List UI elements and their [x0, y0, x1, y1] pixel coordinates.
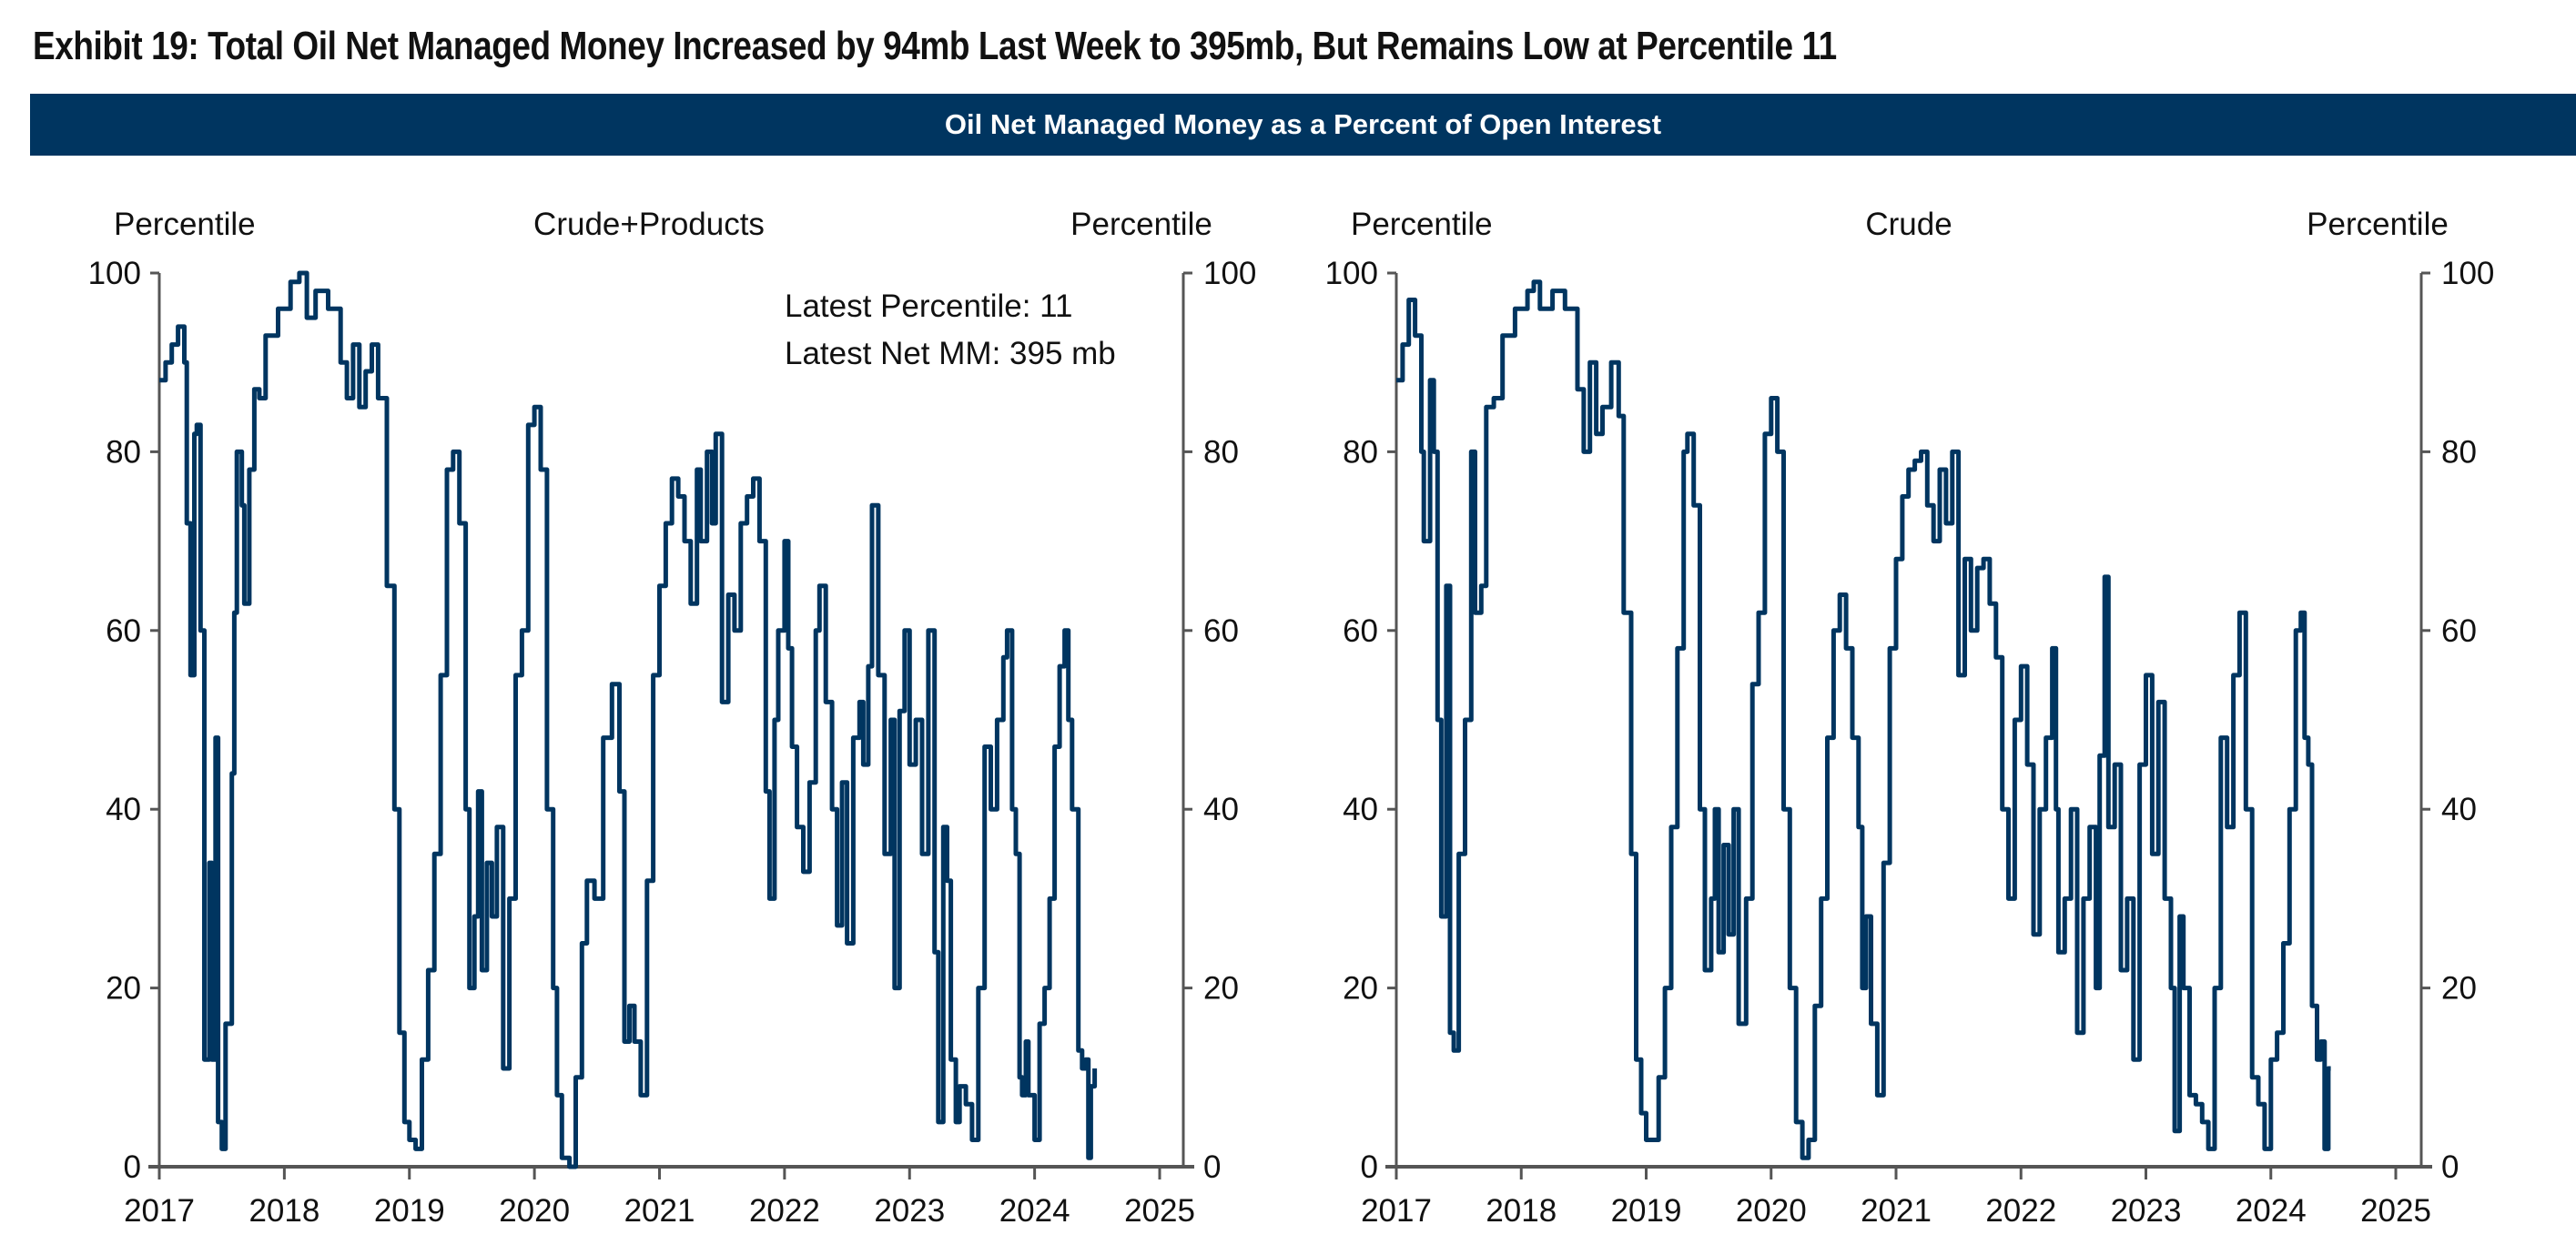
x-tick-label: 2019 [374, 1193, 445, 1229]
x-tick-label: 2018 [1486, 1193, 1557, 1229]
x-tick-label: 2017 [1361, 1193, 1432, 1229]
x-tick-label: 2022 [749, 1193, 820, 1229]
y-tick-label-left: 40 [106, 792, 141, 827]
x-tick-label: 2019 [1611, 1193, 1682, 1229]
chart-title: Crude+Products [533, 207, 765, 242]
y-tick-label-left: 40 [1343, 792, 1378, 827]
y-tick-label-left: 80 [106, 434, 141, 470]
series-line-crude [1396, 279, 2331, 1160]
x-tick-label: 2025 [1124, 1193, 1195, 1229]
x-tick-label: 2017 [124, 1193, 195, 1229]
banner-title: Oil Net Managed Money as a Percent of Op… [944, 108, 1662, 140]
y-tick-label-left: 60 [106, 613, 141, 649]
x-tick-label: 2023 [874, 1193, 945, 1229]
x-tick-label: 2023 [2111, 1193, 2182, 1229]
right-axis-label: Percentile [1070, 207, 1212, 242]
y-tick-label-right: 100 [2441, 256, 2494, 291]
annotation-text: Latest Net MM: 395 mb [785, 336, 1116, 371]
y-tick-label-right: 60 [2441, 613, 2477, 649]
x-tick-label: 2021 [624, 1193, 695, 1229]
y-tick-label-left: 0 [1361, 1149, 1378, 1185]
left-axis-label: Percentile [1351, 207, 1493, 242]
x-tick-label: 2018 [248, 1193, 319, 1229]
y-tick-label-right: 0 [2441, 1149, 2459, 1185]
y-tick-label-right: 40 [1203, 792, 1239, 827]
y-tick-label-right: 40 [2441, 792, 2477, 827]
right-axis-label: Percentile [2307, 207, 2449, 242]
y-tick-label-right: 0 [1203, 1149, 1221, 1185]
x-tick-label: 2024 [2236, 1193, 2307, 1229]
left-axis-label: Percentile [114, 207, 256, 242]
y-tick-label-right: 100 [1203, 256, 1256, 291]
series-line-crude-products [159, 270, 1098, 1169]
y-tick-label-left: 100 [88, 256, 141, 291]
chart-title: Crude [1865, 207, 1952, 242]
x-tick-label: 2022 [1985, 1193, 2056, 1229]
x-tick-label: 2020 [499, 1193, 570, 1229]
y-tick-label-right: 20 [1203, 971, 1239, 1007]
y-tick-label-right: 80 [1203, 434, 1239, 470]
x-tick-label: 2021 [1861, 1193, 1932, 1229]
y-tick-label-left: 0 [124, 1149, 141, 1185]
y-tick-label-left: 80 [1343, 434, 1378, 470]
chart-banner: Oil Net Managed Money as a Percent of Op… [30, 94, 2576, 156]
y-tick-label-right: 20 [2441, 971, 2477, 1007]
x-tick-label: 2025 [2360, 1193, 2431, 1229]
x-tick-label: 2024 [999, 1193, 1070, 1229]
y-tick-label-left: 20 [106, 971, 141, 1007]
y-tick-label-right: 80 [2441, 434, 2477, 470]
exhibit-title: Exhibit 19: Total Oil Net Managed Money … [33, 24, 1837, 68]
x-tick-label: 2020 [1736, 1193, 1807, 1229]
y-tick-label-left: 60 [1343, 613, 1378, 649]
y-tick-label-left: 20 [1343, 971, 1378, 1007]
y-tick-label-right: 60 [1203, 613, 1239, 649]
y-tick-label-left: 100 [1325, 256, 1378, 291]
annotation-text: Latest Percentile: 11 [785, 288, 1073, 324]
